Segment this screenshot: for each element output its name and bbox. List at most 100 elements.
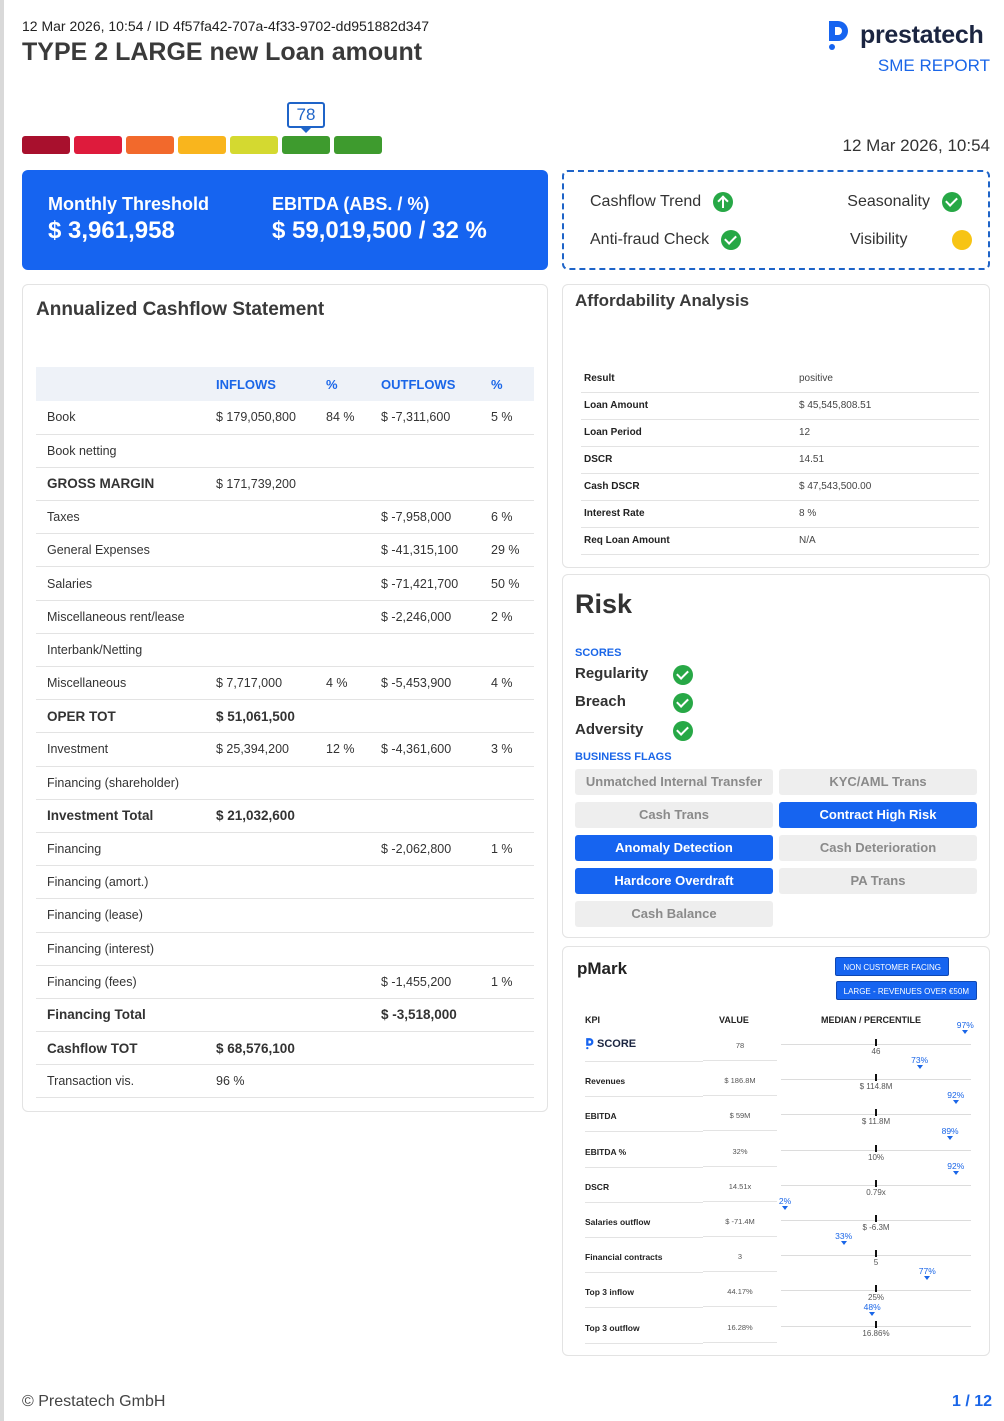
percentile-track: 16.86% 48% [781, 1302, 971, 1338]
check-icon [721, 230, 742, 250]
check-cashflow-trend: Cashflow Trend [590, 192, 734, 212]
table-row: Investment $ 25,394,200 12 % $ -4,361,600 3 … [36, 732, 534, 767]
cell-out: $ -1,455,200 [381, 965, 491, 999]
median-label: $ 114.8M [859, 1082, 893, 1092]
pmark-row: Salaries outflow $ -71.4M $ -6.3M 2% [577, 1196, 975, 1240]
cell-in-pct [326, 898, 381, 933]
cell-out: $ -3,518,000 [381, 998, 491, 1033]
cell-in-pct [326, 932, 381, 966]
cell-in [216, 766, 326, 800]
col-header-outflows: OUTFLOWS [381, 367, 491, 401]
pmark-value: 3 [703, 1252, 777, 1273]
col-header-value: VALUE [719, 1015, 749, 1025]
kpi-label: Monthly Threshold [48, 194, 209, 214]
table-row: OPER TOT $ 51,061,500 [36, 699, 534, 734]
cell-value: 12 [799, 419, 979, 447]
cell-value: N/A [799, 527, 979, 555]
cell-in-pct [326, 633, 381, 668]
check-label: Seasonality [847, 193, 930, 210]
cell-out [381, 1064, 491, 1099]
pmark-kpi: Salaries outflow [585, 1217, 703, 1238]
cell-in-pct [326, 998, 381, 1033]
cell-in-pct [326, 699, 381, 734]
cell-label: Book netting [36, 434, 216, 468]
cell-value: $ 47,543,500.00 [799, 473, 979, 501]
cell-in: $ 68,576,100 [216, 1031, 326, 1066]
median-label: $ 11.8M [861, 1117, 891, 1127]
pmark-row: EBITDA % 32% 10% 89% [577, 1126, 975, 1170]
pscore-label: SCORE [585, 1037, 636, 1050]
kpi-card: Monthly Threshold $ 3,961,958 EBITDA (AB… [22, 170, 548, 270]
cell-out-pct: 2 % [491, 600, 534, 634]
cashflow-table: INFLOWS % OUTFLOWS % Book $ 179,050,800 84… [36, 367, 534, 1099]
cell-in: $ 171,739,200 [216, 467, 326, 502]
col-header [36, 367, 216, 401]
median-marker [875, 1144, 877, 1152]
table-row: Financing (amort.) [36, 865, 534, 900]
cell-out-pct [491, 766, 534, 800]
table-row: GROSS MARGIN $ 171,739,200 [36, 467, 534, 502]
cell-out [381, 633, 491, 668]
scale-segment [126, 136, 174, 154]
check-visibility: Visibility [850, 230, 972, 250]
cell-in: $ 51,061,500 [216, 699, 326, 734]
cell-label: Miscellaneous rent/lease [36, 600, 216, 634]
pmark-value: 78 [703, 1041, 777, 1061]
table-row: Loan Amount $ 45,545,808.51 [581, 392, 979, 420]
cell-out [381, 799, 491, 833]
cell-label: Financing (fees) [36, 965, 216, 999]
cell-out-pct [491, 865, 534, 900]
badge-large-revenues: LARGE - REVENUES OVER €50M [835, 981, 977, 1000]
percentile-marker-icon [952, 1170, 959, 1175]
pmark-value: $ -71.4M [703, 1217, 777, 1237]
cell-label: Financing (lease) [36, 898, 216, 933]
pmark-kpi: EBITDA % [585, 1147, 703, 1168]
cell-label: Loan Amount [581, 392, 799, 420]
cell-out: $ -4,361,600 [381, 732, 491, 767]
percentile-marker-icon [962, 1030, 969, 1034]
percentile-label: 89% [941, 1125, 959, 1136]
pmark-row: Financial contracts 3 5 33% [577, 1231, 975, 1275]
cell-in: $ 25,394,200 [216, 732, 326, 767]
cell-label: Cashflow TOT [36, 1031, 216, 1066]
median-marker [875, 1320, 877, 1328]
median-label: 10% [867, 1152, 885, 1162]
cell-in [216, 865, 326, 900]
check-anti-fraud: Anti-fraud Check [590, 230, 742, 250]
scale-segment [230, 136, 278, 154]
risk-title: Risk [575, 589, 633, 619]
cell-label: Financing (interest) [36, 932, 216, 966]
table-row: Cashflow TOT $ 68,576,100 [36, 1031, 534, 1066]
table-row: Financing (shareholder) [36, 766, 534, 800]
cell-in-pct [326, 766, 381, 800]
brand-name: prestatech [860, 20, 984, 49]
cell-out-pct [491, 434, 534, 468]
pmark-kpi: Top 3 outflow [585, 1323, 703, 1344]
kpi-value: $ 3,961,958 [48, 217, 175, 244]
percentile-label: 2% [778, 1196, 792, 1206]
pmark-row: Top 3 inflow 44.17% 25% 77% [577, 1266, 975, 1310]
check-label: Anti-fraud Check [590, 231, 710, 248]
kpi-label: EBITDA (ABS. / %) [272, 194, 430, 214]
cell-out [381, 467, 491, 502]
col-header-in-pct: % [326, 367, 381, 401]
cell-label: Investment [36, 732, 216, 767]
pmark-kpi: EBITDA [585, 1111, 703, 1133]
cell-out-pct [491, 932, 534, 966]
percentile-marker-icon [952, 1100, 959, 1105]
table-row: Investment Total $ 21,032,600 [36, 799, 534, 833]
col-header-out-pct: % [491, 367, 534, 401]
cell-in [216, 932, 326, 966]
cell-out: $ -71,421,700 [381, 566, 491, 601]
cell-label: Financing [36, 832, 216, 867]
percentile-track: $ 114.8M 73% [781, 1055, 971, 1091]
cell-out-pct [491, 1064, 534, 1099]
cell-label: Loan Period [581, 419, 799, 447]
cell-in [216, 500, 326, 535]
pmark-value: 14.51x [703, 1182, 777, 1202]
cashflow-panel: Annualized Cashflow Statement INFLOWS % … [22, 284, 548, 1112]
checks-card: Cashflow Trend Seasonality Anti-fraud Ch… [562, 170, 990, 270]
kpi-ebitda: EBITDA (ABS. / %) $ 59,019,500 / 32 % [272, 194, 487, 245]
cell-in-pct [326, 1064, 381, 1099]
brand-logo: prestatech [826, 18, 984, 52]
